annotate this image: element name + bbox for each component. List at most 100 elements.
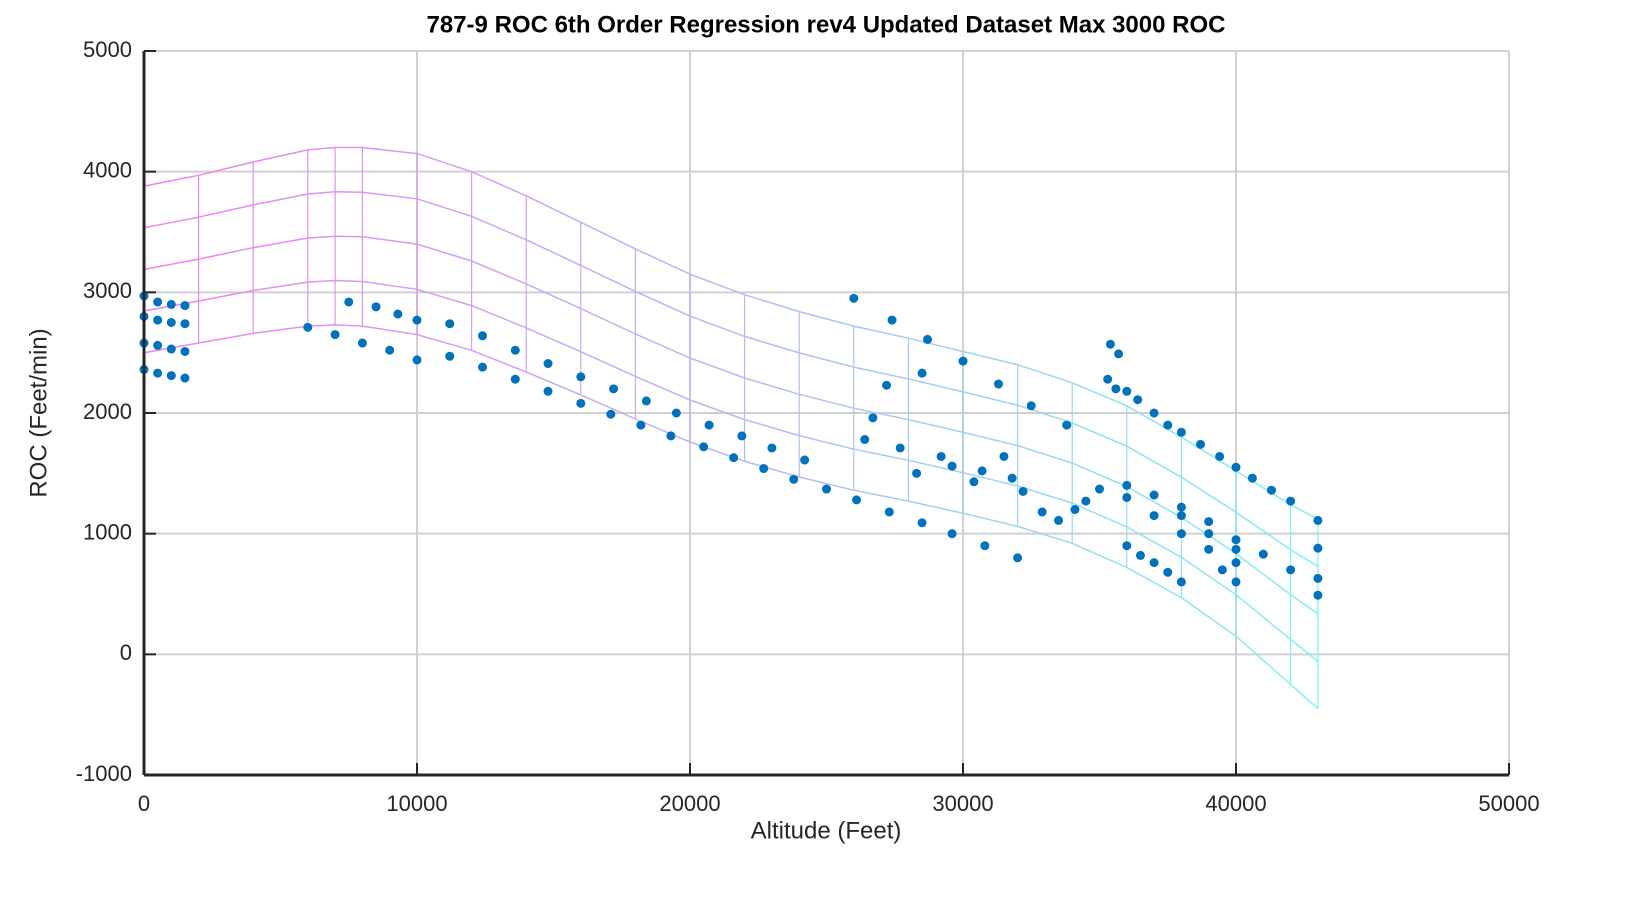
- data-point: [478, 362, 488, 372]
- data-point: [737, 431, 747, 441]
- data-point: [1135, 550, 1145, 560]
- surface-curve: [143, 279, 1319, 662]
- data-point: [912, 468, 922, 478]
- data-point: [1054, 515, 1064, 525]
- surface-curve: [143, 235, 1319, 615]
- x-tick-label: 50000: [1478, 791, 1539, 816]
- y-tick-label: 1000: [83, 519, 132, 544]
- y-tick-label: 5000: [83, 37, 132, 62]
- data-point: [977, 466, 987, 476]
- data-point: [180, 346, 190, 356]
- data-point: [947, 461, 957, 471]
- x-tick-label: 0: [138, 791, 150, 816]
- data-point: [1231, 577, 1241, 587]
- data-point: [1313, 590, 1323, 600]
- y-tick-label: 4000: [83, 157, 132, 182]
- data-point: [980, 541, 990, 551]
- data-point: [641, 396, 651, 406]
- data-point: [759, 464, 769, 474]
- data-point: [412, 355, 422, 365]
- data-point: [385, 345, 395, 355]
- data-point: [1122, 492, 1132, 502]
- y-axis-label: ROC (Feet/min): [25, 328, 52, 497]
- data-point: [1013, 553, 1023, 563]
- data-point: [609, 384, 619, 394]
- data-point: [1231, 544, 1241, 554]
- data-point: [884, 507, 894, 517]
- data-point: [1286, 565, 1296, 575]
- data-point: [999, 451, 1009, 461]
- data-point: [1176, 511, 1186, 521]
- y-tick-label: 0: [120, 640, 132, 665]
- y-tick-label: -1000: [76, 761, 132, 786]
- grid: [143, 50, 1510, 776]
- data-point: [1266, 485, 1276, 495]
- data-point: [958, 356, 968, 366]
- data-point: [849, 293, 859, 303]
- data-point: [917, 368, 927, 378]
- data-point: [936, 451, 946, 461]
- data-point: [1105, 339, 1115, 349]
- data-point: [1313, 573, 1323, 583]
- data-point: [166, 299, 176, 309]
- data-point: [671, 408, 681, 418]
- data-point: [1176, 529, 1186, 539]
- data-point: [1111, 384, 1121, 394]
- data-point: [543, 386, 553, 396]
- data-point: [180, 373, 190, 383]
- data-point: [1286, 496, 1296, 506]
- data-point: [1247, 473, 1257, 483]
- data-point: [1313, 543, 1323, 553]
- y-tick-label: 3000: [83, 278, 132, 303]
- data-point: [882, 380, 892, 390]
- data-point: [1062, 420, 1072, 430]
- data-point: [1133, 395, 1143, 405]
- data-point: [1095, 484, 1104, 494]
- data-point: [166, 344, 176, 354]
- data-point: [1149, 408, 1159, 418]
- data-point: [1231, 462, 1241, 472]
- data-point: [1204, 517, 1214, 527]
- data-point: [371, 302, 381, 312]
- data-point: [923, 334, 933, 344]
- data-point: [868, 413, 878, 423]
- data-point: [666, 431, 676, 441]
- data-point: [153, 297, 163, 307]
- data-point: [180, 319, 190, 329]
- data-point: [1081, 496, 1091, 506]
- data-point: [166, 318, 176, 327]
- data-point: [1258, 549, 1268, 559]
- data-point: [1231, 558, 1241, 568]
- data-point: [445, 351, 455, 361]
- data-point: [860, 435, 870, 445]
- data-point: [1176, 502, 1186, 512]
- data-point: [1204, 544, 1214, 554]
- data-point: [1122, 541, 1132, 551]
- data-point: [445, 319, 455, 329]
- surface-curve: [143, 146, 1319, 520]
- data-point: [852, 495, 862, 505]
- data-point: [1217, 565, 1227, 575]
- x-tick-label: 10000: [386, 791, 447, 816]
- data-point: [576, 398, 586, 408]
- data-point: [412, 315, 422, 325]
- data-point: [303, 322, 313, 332]
- x-tick-label: 30000: [932, 791, 993, 816]
- chart-title: 787-9 ROC 6th Order Regression rev4 Upda…: [427, 11, 1226, 38]
- data-point: [1149, 558, 1159, 568]
- data-point: [887, 315, 897, 325]
- data-point: [153, 315, 163, 325]
- data-point: [576, 372, 586, 382]
- data-point: [969, 477, 979, 487]
- data-point: [947, 529, 957, 539]
- data-point: [1070, 505, 1080, 515]
- data-point: [1149, 490, 1159, 500]
- data-point: [1215, 451, 1225, 461]
- data-point: [1122, 386, 1132, 396]
- surface-curve: [143, 191, 1319, 568]
- data-point: [1114, 349, 1124, 359]
- data-point: [917, 518, 927, 528]
- data-point: [704, 420, 714, 430]
